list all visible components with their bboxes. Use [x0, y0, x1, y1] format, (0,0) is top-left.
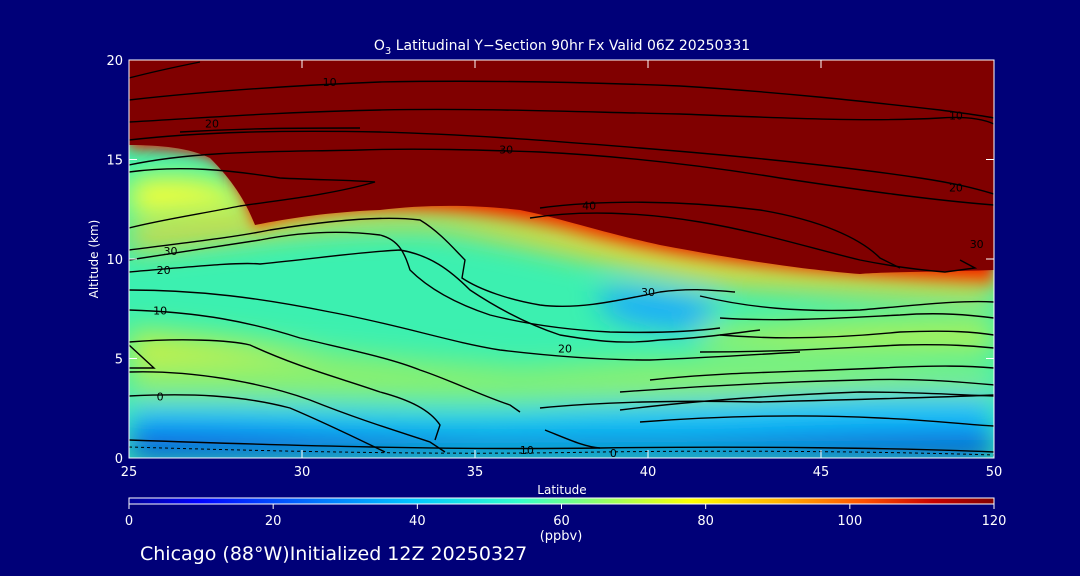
- contour-label: 30: [641, 286, 655, 299]
- contour-labels: 10 0 0 10 20 30 20 30 40 30 20 10 10 20 30: [153, 76, 984, 460]
- colorbar-tick-label: 0: [125, 514, 133, 529]
- contour-label: 10: [949, 110, 963, 123]
- contour-label: 40: [582, 199, 596, 212]
- title-subscript: 3: [385, 46, 391, 57]
- contour-label: 20: [949, 181, 963, 194]
- title-rest: Latitudinal Y−Section 90hr Fx Valid 06Z …: [391, 38, 750, 54]
- colorbar-unit: (ppbv): [540, 529, 583, 544]
- colorbar-tick-label: 20: [265, 514, 282, 529]
- contour-label: 20: [558, 343, 572, 356]
- colorbar-tick-label: 80: [697, 514, 714, 529]
- x-axis-label: Latitude: [537, 483, 586, 497]
- y-tick-label: 0: [115, 452, 123, 467]
- x-tick-label: 45: [813, 465, 830, 480]
- title-main: O: [374, 38, 385, 54]
- x-tick-label: 25: [121, 465, 138, 480]
- y-tick-label: 10: [106, 253, 123, 268]
- y-tick-label: 5: [115, 353, 123, 368]
- contour-label: 10: [153, 305, 167, 318]
- colorbar-ticks: 0 20 40 60 80 100 120: [125, 504, 1007, 529]
- x-tick-label: 30: [294, 465, 311, 480]
- chart-title: O3 Latitudinal Y−Section 90hr Fx Valid 0…: [374, 38, 750, 57]
- x-axis: 25 30 35 40 45 50: [121, 60, 1003, 480]
- y-tick-label: 15: [106, 154, 123, 169]
- footer-caption: Chicago (88°W)Initialized 12Z 20250327: [140, 543, 528, 565]
- colorbar: [128, 497, 995, 505]
- y-axis: 0 5 10 15 20: [106, 54, 994, 467]
- y-axis-label: Altitude (km): [87, 220, 101, 299]
- x-tick-label: 40: [640, 465, 657, 480]
- y-tick-label: 20: [106, 54, 123, 69]
- colorbar-tick-label: 120: [982, 514, 1007, 529]
- contour-label: 0: [610, 447, 617, 460]
- x-tick-label: 35: [467, 465, 484, 480]
- contour-label: 30: [499, 144, 513, 157]
- contour-label: 20: [157, 264, 171, 277]
- contour-label: 10: [323, 76, 337, 89]
- x-tick-label: 50: [986, 465, 1003, 480]
- contour-label: 0: [157, 390, 164, 403]
- ozone-field: [129, 60, 994, 458]
- colorbar-tick-label: 40: [409, 514, 426, 529]
- contour-lines: [129, 61, 994, 456]
- colorbar-tick-label: 60: [553, 514, 570, 529]
- contour-label: 30: [970, 238, 984, 251]
- contour-label: 10: [520, 444, 534, 457]
- contour-label: 30: [164, 245, 178, 258]
- contour-label: 20: [205, 118, 219, 131]
- colorbar-tick-label: 100: [837, 514, 862, 529]
